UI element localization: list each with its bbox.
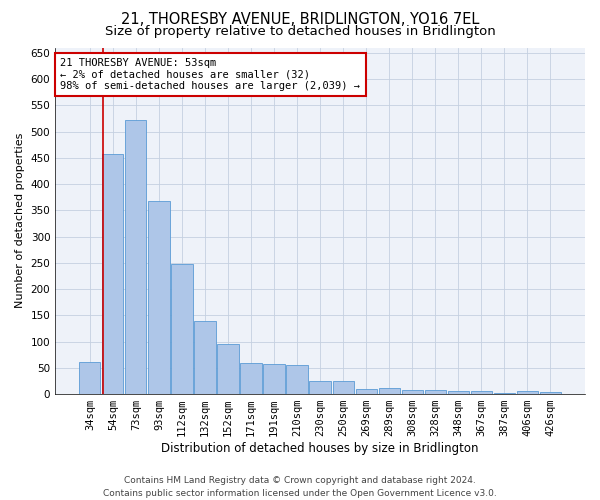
Text: 21 THORESBY AVENUE: 53sqm
← 2% of detached houses are smaller (32)
98% of semi-d: 21 THORESBY AVENUE: 53sqm ← 2% of detach… <box>61 58 361 91</box>
Bar <box>425 390 446 394</box>
Bar <box>356 389 377 394</box>
Text: Size of property relative to detached houses in Bridlington: Size of property relative to detached ho… <box>104 25 496 38</box>
Bar <box>194 320 215 394</box>
Bar <box>286 365 308 394</box>
Bar <box>494 392 515 394</box>
X-axis label: Distribution of detached houses by size in Bridlington: Distribution of detached houses by size … <box>161 442 479 455</box>
Bar <box>125 120 146 394</box>
Text: 21, THORESBY AVENUE, BRIDLINGTON, YO16 7EL: 21, THORESBY AVENUE, BRIDLINGTON, YO16 7… <box>121 12 479 28</box>
Bar <box>332 382 353 394</box>
Bar <box>217 344 239 394</box>
Bar <box>263 364 284 394</box>
Bar <box>470 392 492 394</box>
Text: Contains HM Land Registry data © Crown copyright and database right 2024.
Contai: Contains HM Land Registry data © Crown c… <box>103 476 497 498</box>
Bar <box>401 390 423 394</box>
Bar <box>79 362 100 394</box>
Bar <box>241 362 262 394</box>
Bar <box>102 154 124 394</box>
Bar <box>540 392 561 394</box>
Bar <box>310 382 331 394</box>
Bar <box>379 388 400 394</box>
Bar <box>148 202 170 394</box>
Bar <box>172 264 193 394</box>
Bar <box>517 392 538 394</box>
Y-axis label: Number of detached properties: Number of detached properties <box>15 133 25 308</box>
Bar <box>448 391 469 394</box>
